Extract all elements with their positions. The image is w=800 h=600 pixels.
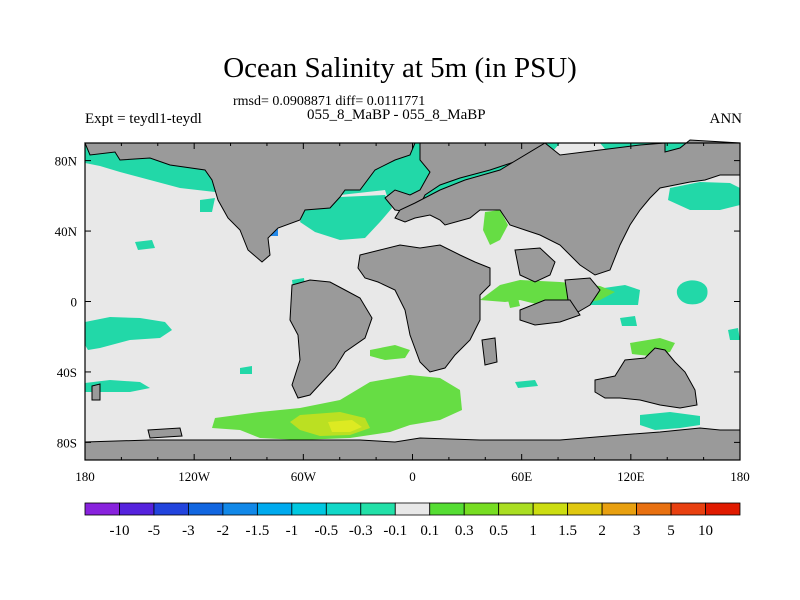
small-island-west — [91, 383, 101, 401]
small-teal-patch-6 — [240, 366, 252, 374]
antarctic-peninsula — [147, 427, 183, 439]
lon-tick-label: 120W — [178, 469, 211, 484]
madagascar — [481, 337, 498, 366]
colorbar-label: 1.5 — [558, 523, 577, 539]
pacific-green-patch — [508, 298, 520, 308]
colorbar-swatch — [119, 502, 155, 516]
colorbar-label: -1 — [286, 523, 299, 539]
colorbar-label: 5 — [667, 523, 675, 539]
australia — [594, 347, 698, 409]
africa — [357, 244, 491, 373]
colorbar-swatch — [670, 502, 706, 516]
colorbar-label: 0.1 — [420, 523, 439, 539]
small-teal-patch-2 — [135, 240, 155, 250]
colorbar-swatch — [705, 502, 741, 516]
colorbar-label: 10 — [698, 523, 713, 539]
small-teal-patch-3 — [515, 380, 538, 388]
small-teal-patch-5 — [728, 328, 740, 340]
latitude-axis: 80N 40N 0 40S 80S — [55, 154, 740, 450]
colorbar-swatch — [567, 502, 603, 516]
longitude-axis: 180 120W 60W 0 60E 120E 180 — [75, 143, 750, 484]
colorbar-swatch — [153, 502, 189, 516]
colorbar-label: 1 — [529, 523, 537, 539]
south-pacific-teal-west — [85, 317, 172, 350]
land-masses — [84, 139, 741, 461]
colorbar-swatch — [188, 502, 224, 516]
lat-tick-label: 40N — [55, 224, 78, 239]
lat-tick-label: 0 — [71, 295, 78, 310]
lat-tick-label: 80N — [55, 154, 78, 169]
colorbar-swatch — [636, 502, 672, 516]
map-plot-area — [84, 139, 741, 461]
southeast-asia — [519, 299, 581, 326]
southern-ocean-green — [212, 375, 462, 440]
colorbar-swatch — [463, 502, 500, 516]
colorbar-label: -5 — [148, 523, 161, 539]
colorbar-label: -0.1 — [383, 523, 407, 539]
lon-tick-label: 60W — [291, 469, 317, 484]
colorbar-label: -10 — [109, 523, 129, 539]
southern-teal-west — [85, 380, 150, 392]
lon-tick-label: 0 — [409, 469, 416, 484]
lon-tick-label: 180 — [75, 469, 95, 484]
lon-tick-label: 60E — [511, 469, 532, 484]
colorbar-label: -0.3 — [349, 523, 373, 539]
lon-tick-label: 180 — [730, 469, 750, 484]
colorbar-swatch — [84, 502, 120, 516]
north-pacific-teal — [668, 182, 740, 210]
arabia — [514, 247, 556, 283]
south-america — [289, 279, 373, 399]
eurasia — [394, 139, 741, 276]
colorbar-swatch — [256, 502, 293, 516]
colorbar-swatch — [532, 502, 569, 516]
subtitle: 055_8_MaBP - 055_8_MaBP — [307, 107, 486, 123]
north-indian-green — [483, 210, 508, 245]
colorbar-label: 3 — [633, 523, 641, 539]
colorbar-swatch — [291, 502, 327, 516]
southern-teal-east — [640, 412, 700, 430]
southern-ocean-yellow-core — [328, 420, 362, 432]
season-label: ANN — [709, 111, 743, 127]
small-teal-patch-1 — [200, 198, 215, 212]
lat-tick-label: 40S — [57, 365, 77, 380]
colorbar-label: -0.5 — [314, 523, 338, 539]
colorbar-label: 0.3 — [455, 523, 474, 539]
colorbar-label: -1.5 — [245, 523, 269, 539]
colorbar-swatch — [222, 502, 258, 516]
stats-label: rmsd= 0.0908871 diff= 0.0111771 — [233, 94, 426, 109]
colorbar: -10 -5 -3 -2 -1.5 -1 -0.5 -0.3 -0.1 0.1 0.3 0.5 1 1.5… — [84, 502, 741, 539]
colorbar-swatch — [498, 502, 534, 516]
colorbar-swatch — [325, 502, 362, 516]
colorbar-label: 2 — [598, 523, 606, 539]
tropical-atlantic-green — [370, 345, 410, 360]
colorbar-label: -2 — [217, 523, 230, 539]
colorbar-label: 0.5 — [489, 523, 508, 539]
small-teal-patch-4 — [620, 316, 637, 326]
colorbar-swatch — [360, 502, 396, 516]
north-america — [84, 142, 416, 263]
lat-tick-label: 80S — [57, 435, 77, 450]
colorbar-swatch — [429, 502, 465, 516]
colorbar-swatch — [601, 502, 637, 516]
colorbar-label: -3 — [182, 523, 195, 539]
colorbar-swatch — [394, 502, 431, 516]
pacific-teal-east — [676, 280, 708, 305]
lon-tick-label: 120E — [617, 469, 645, 484]
map-title: Ocean Salinity at 5m (in PSU) — [223, 52, 577, 84]
experiment-label: Expt = teydl1-teydl — [85, 111, 202, 127]
